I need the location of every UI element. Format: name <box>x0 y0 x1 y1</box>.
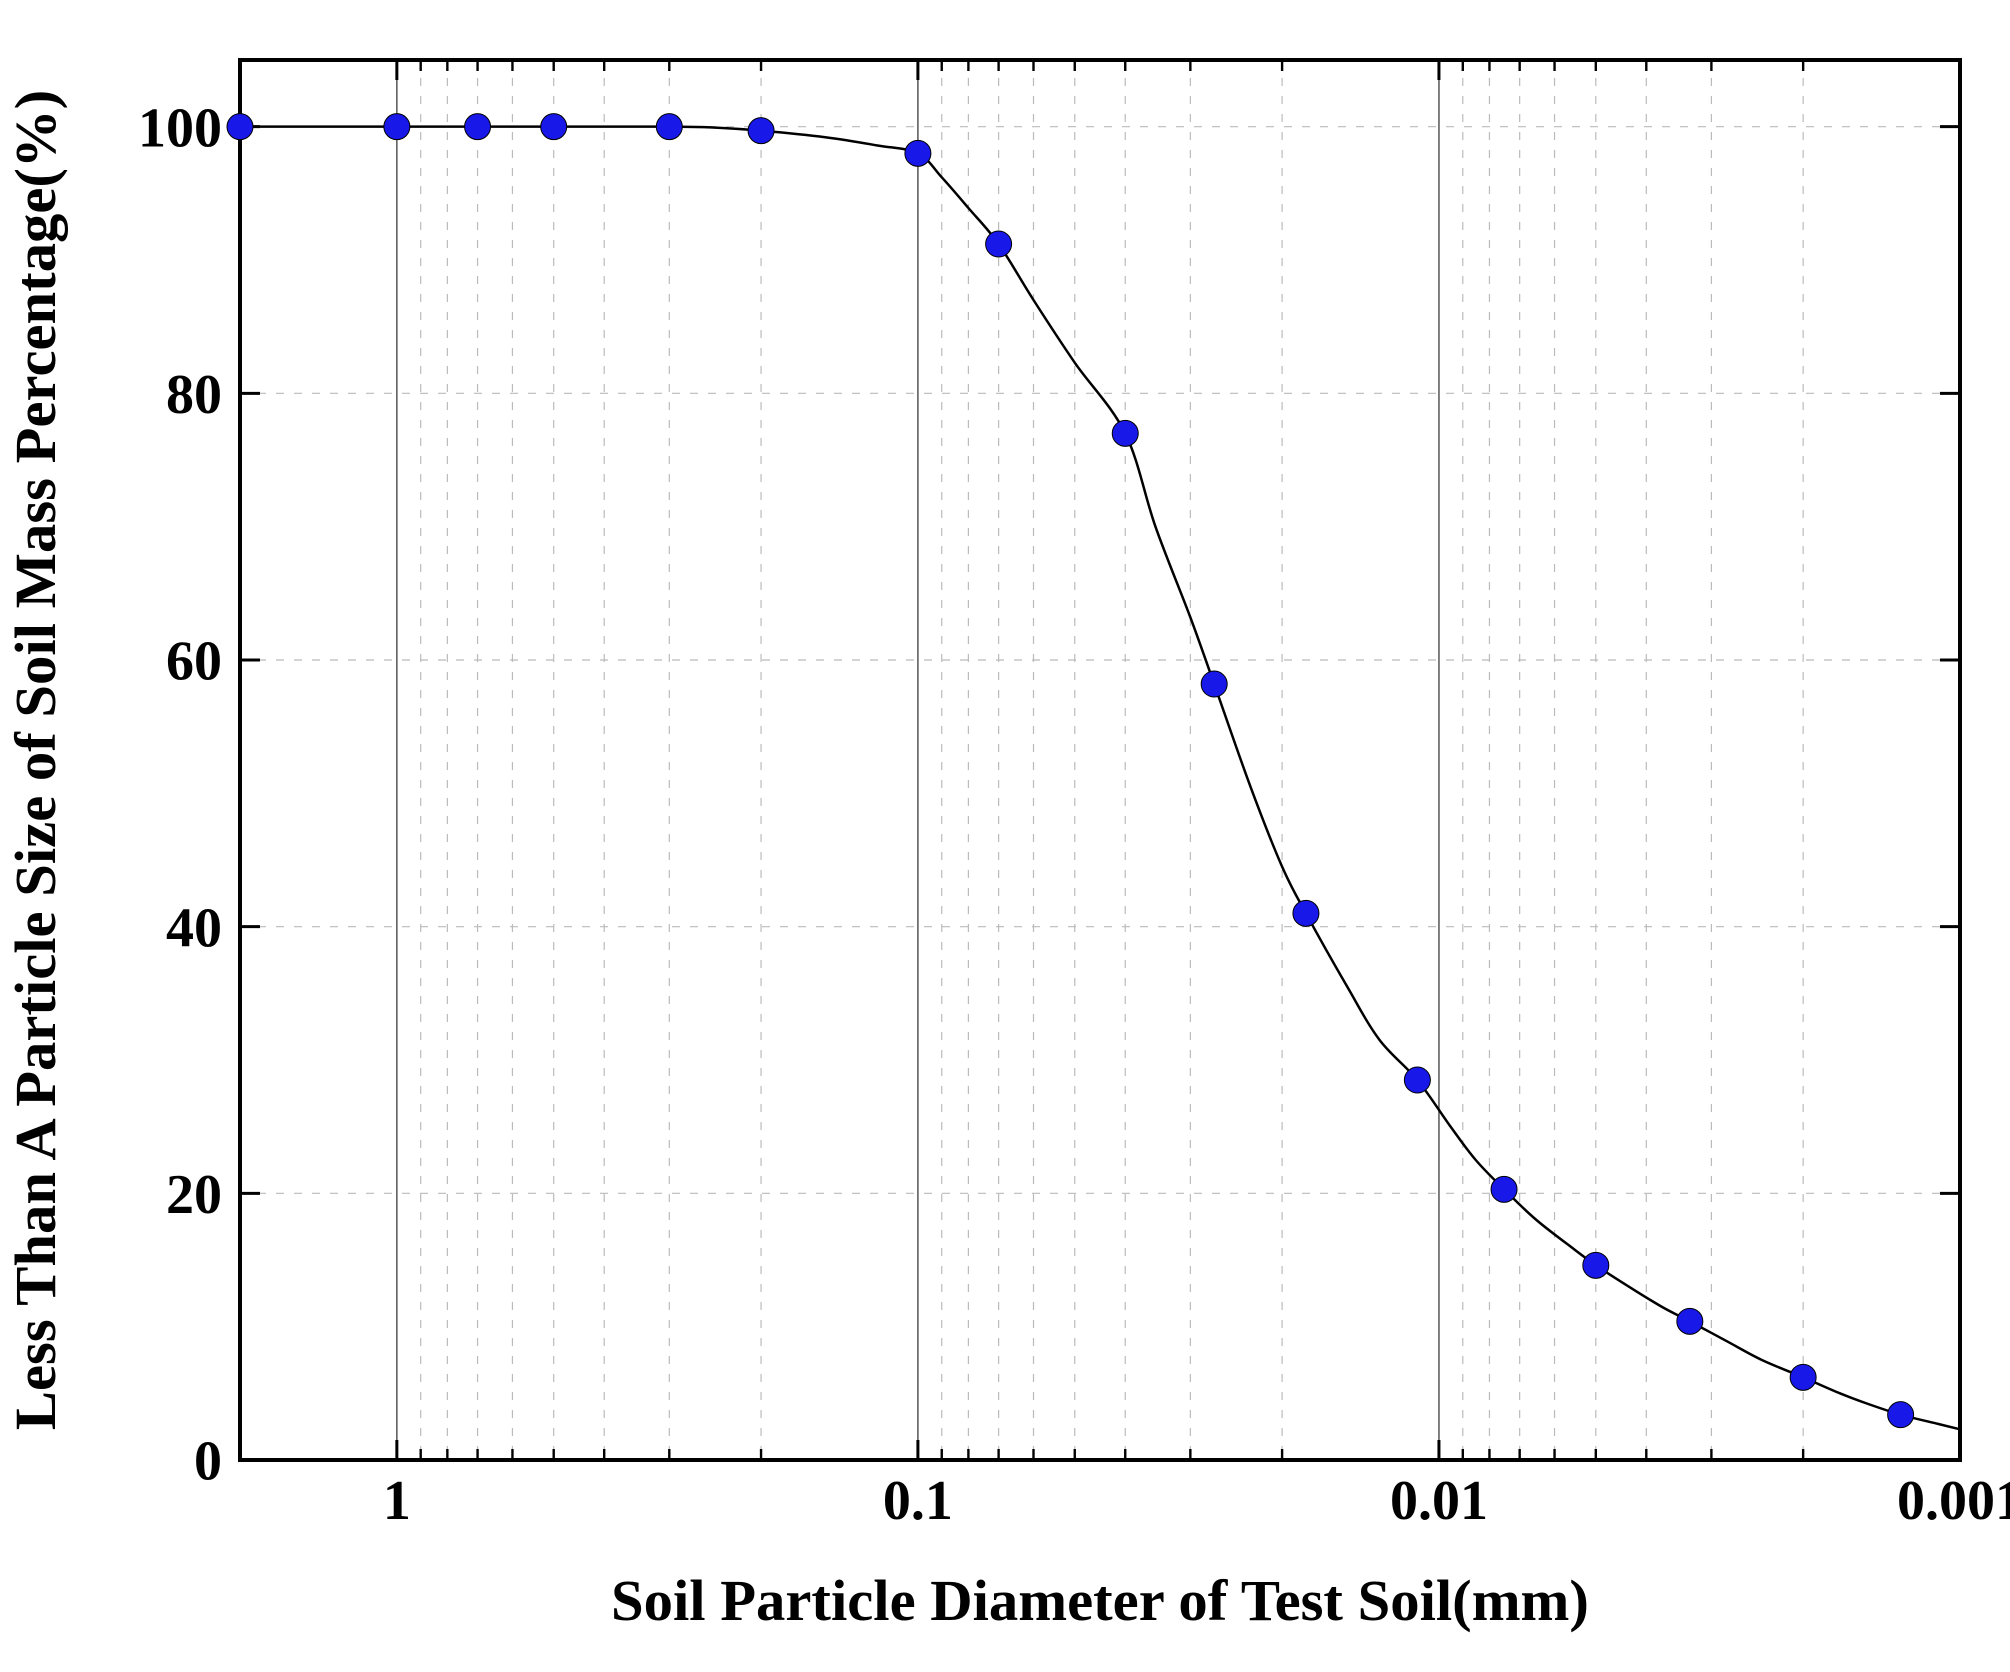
data-marker <box>1491 1176 1517 1202</box>
x-tick-label: 0.01 <box>1390 1470 1488 1532</box>
y-tick-label: 0 <box>194 1431 222 1493</box>
data-marker <box>656 114 682 140</box>
data-marker <box>1112 420 1138 446</box>
x-tick-label: 0.1 <box>883 1470 953 1532</box>
data-marker <box>541 114 567 140</box>
particle-size-distribution-chart: 1 0.1 0.01 0.001 0 20 40 60 80 100 Soil Particle D… <box>0 0 2010 1672</box>
data-marker <box>905 140 931 166</box>
data-marker <box>465 114 491 140</box>
y-tick-label: 20 <box>166 1164 222 1226</box>
data-marker <box>1583 1252 1609 1278</box>
y-tick-label: 100 <box>138 97 222 159</box>
data-marker <box>1293 900 1319 926</box>
data-marker <box>1201 671 1227 697</box>
data-marker <box>384 114 410 140</box>
data-marker <box>1888 1402 1914 1428</box>
data-marker <box>986 231 1012 257</box>
data-marker <box>227 114 253 140</box>
data-marker <box>1790 1364 1816 1390</box>
y-axis-title: Less Than A Particle Size of Soil Mass P… <box>3 90 68 1430</box>
y-tick-label: 40 <box>166 897 222 959</box>
data-marker <box>1677 1308 1703 1334</box>
y-tick-label: 80 <box>166 364 222 426</box>
x-tick-label: 1 <box>383 1470 411 1532</box>
x-axis-title: Soil Particle Diameter of Test Soil(mm) <box>611 1568 1589 1633</box>
data-marker <box>748 118 774 144</box>
y-tick-label: 60 <box>166 631 222 693</box>
data-marker <box>1404 1067 1430 1093</box>
x-tick-label: 0.001 <box>1897 1470 2010 1532</box>
